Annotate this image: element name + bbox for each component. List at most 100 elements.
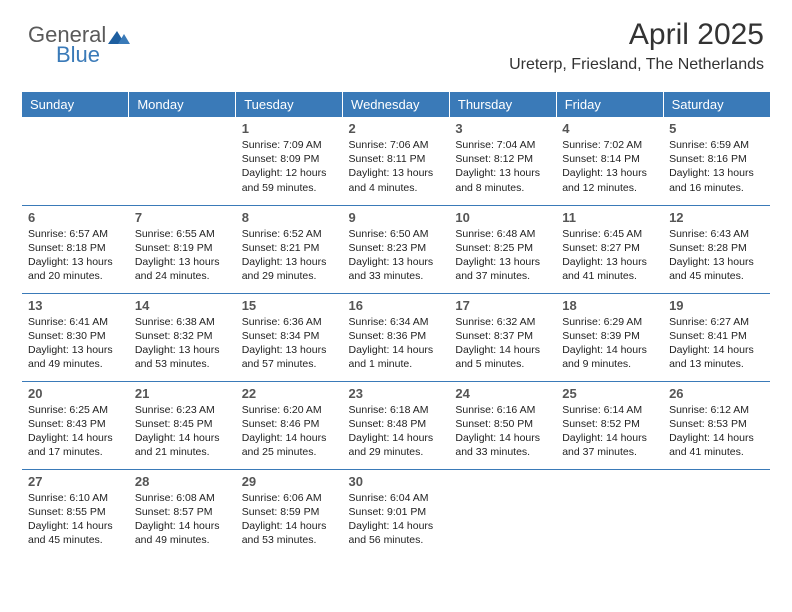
brand-text-blue: Blue	[56, 42, 130, 68]
day-cell-5: 5Sunrise: 6:59 AMSunset: 8:16 PMDaylight…	[663, 117, 770, 205]
day-cell-4: 4Sunrise: 7:02 AMSunset: 8:14 PMDaylight…	[556, 117, 663, 205]
location-text: Ureterp, Friesland, The Netherlands	[509, 56, 764, 74]
day-number: 29	[242, 474, 337, 489]
day-number: 13	[28, 298, 123, 313]
day-cell-1: 1 Sunrise: 7:09 AMSunset: 8:09 PMDaylight…	[236, 117, 343, 205]
day-cell-15: 15 Sunrise: 6:36 AMSunset: 8:34 PMDayligh…	[236, 293, 343, 381]
day-info: Sunrise: 6:45 AMSunset: 8:27 PMDaylight:…	[562, 227, 657, 284]
day-cell-20: 20Sunrise: 6:25 AMSunset: 8:43 PMDayligh…	[22, 381, 129, 469]
month-title: April 2025	[509, 18, 764, 52]
day-info: Sunrise: 6:34 AMSunset: 8:36 PMDaylight:…	[349, 315, 444, 372]
day-number: 12	[669, 210, 764, 225]
brand-logo: GeneralBlue	[28, 22, 130, 68]
day-info: Sunrise: 6:38 AMSunset: 8:32 PMDaylight:…	[135, 315, 230, 372]
day-info: Sunrise: 7:06 AMSunset: 8:11 PMDaylight:…	[349, 138, 444, 195]
day-info: Sunrise: 6:59 AMSunset: 8:16 PMDaylight:…	[669, 138, 764, 195]
week-row: 1 Sunrise: 7:09 AMSunset: 8:09 PMDaylight…	[22, 117, 770, 205]
day-header-monday: Monday	[129, 92, 236, 117]
day-info: Sunrise: 6:52 AMSunset: 8:21 PMDaylight:…	[242, 227, 337, 284]
day-number: 9	[349, 210, 444, 225]
day-number: 15	[242, 298, 337, 313]
day-header-wednesday: Wednesday	[343, 92, 450, 117]
empty-cell	[129, 117, 236, 205]
day-info: Sunrise: 6:16 AMSunset: 8:50 PMDaylight:…	[455, 403, 550, 460]
calendar-body: 1 Sunrise: 7:09 AMSunset: 8:09 PMDaylight…	[22, 117, 770, 557]
day-cell-9: 9Sunrise: 6:50 AMSunset: 8:23 PMDaylight…	[343, 205, 450, 293]
day-number: 3	[455, 121, 550, 136]
day-header-tuesday: Tuesday	[236, 92, 343, 117]
day-number: 16	[349, 298, 444, 313]
day-cell-6: 6Sunrise: 6:57 AMSunset: 8:18 PMDaylight…	[22, 205, 129, 293]
day-cell-14: 14 Sunrise: 6:38 AMSunset: 8:32 PMDayligh…	[129, 293, 236, 381]
day-number: 28	[135, 474, 230, 489]
day-number: 30	[349, 474, 444, 489]
day-number: 17	[455, 298, 550, 313]
day-info: Sunrise: 6:32 AMSunset: 8:37 PMDaylight:…	[455, 315, 550, 372]
day-cell-29: 29 Sunrise: 6:06 AMSunset: 8:59 PMDayligh…	[236, 469, 343, 557]
day-number: 10	[455, 210, 550, 225]
day-number: 21	[135, 386, 230, 401]
day-info: Sunrise: 6:43 AMSunset: 8:28 PMDaylight:…	[669, 227, 764, 284]
day-header-saturday: Saturday	[663, 92, 770, 117]
day-cell-28: 28 Sunrise: 6:08 AMSunset: 8:57 PMDayligh…	[129, 469, 236, 557]
day-info: Sunrise: 6:08 AMSunset: 8:57 PMDaylight:…	[135, 491, 230, 548]
day-number: 20	[28, 386, 123, 401]
week-row: 6Sunrise: 6:57 AMSunset: 8:18 PMDaylight…	[22, 205, 770, 293]
day-cell-19: 19 Sunrise: 6:27 AMSunset: 8:41 PMDayligh…	[663, 293, 770, 381]
day-header-thursday: Thursday	[449, 92, 556, 117]
day-info: Sunrise: 6:14 AMSunset: 8:52 PMDaylight:…	[562, 403, 657, 460]
day-number: 22	[242, 386, 337, 401]
day-number: 8	[242, 210, 337, 225]
day-number: 19	[669, 298, 764, 313]
day-number: 1	[242, 121, 337, 136]
empty-cell	[556, 469, 663, 557]
day-info: Sunrise: 6:29 AMSunset: 8:39 PMDaylight:…	[562, 315, 657, 372]
day-header-sunday: Sunday	[22, 92, 129, 117]
day-info: Sunrise: 6:55 AMSunset: 8:19 PMDaylight:…	[135, 227, 230, 284]
day-number: 2	[349, 121, 444, 136]
empty-cell	[22, 117, 129, 205]
day-info: Sunrise: 6:18 AMSunset: 8:48 PMDaylight:…	[349, 403, 444, 460]
day-info: Sunrise: 7:09 AMSunset: 8:09 PMDaylight:…	[242, 138, 337, 195]
day-cell-30: 30 Sunrise: 6:04 AMSunset: 9:01 PMDayligh…	[343, 469, 450, 557]
day-number: 27	[28, 474, 123, 489]
header: GeneralBlue April 2025 Ureterp, Frieslan…	[0, 0, 792, 82]
day-cell-26: 26 Sunrise: 6:12 AMSunset: 8:53 PMDayligh…	[663, 381, 770, 469]
day-info: Sunrise: 6:57 AMSunset: 8:18 PMDaylight:…	[28, 227, 123, 284]
day-info: Sunrise: 6:06 AMSunset: 8:59 PMDaylight:…	[242, 491, 337, 548]
day-info: Sunrise: 6:12 AMSunset: 8:53 PMDaylight:…	[669, 403, 764, 460]
day-number: 7	[135, 210, 230, 225]
day-cell-23: 23Sunrise: 6:18 AMSunset: 8:48 PMDayligh…	[343, 381, 450, 469]
day-number: 25	[562, 386, 657, 401]
day-cell-18: 18Sunrise: 6:29 AMSunset: 8:39 PMDayligh…	[556, 293, 663, 381]
day-info: Sunrise: 7:04 AMSunset: 8:12 PMDaylight:…	[455, 138, 550, 195]
title-block: April 2025 Ureterp, Friesland, The Nethe…	[509, 18, 764, 74]
day-cell-16: 16 Sunrise: 6:34 AMSunset: 8:36 PMDayligh…	[343, 293, 450, 381]
day-info: Sunrise: 6:23 AMSunset: 8:45 PMDaylight:…	[135, 403, 230, 460]
day-cell-11: 11 Sunrise: 6:45 AMSunset: 8:27 PMDayligh…	[556, 205, 663, 293]
day-number: 14	[135, 298, 230, 313]
day-cell-10: 10 Sunrise: 6:48 AMSunset: 8:25 PMDayligh…	[449, 205, 556, 293]
week-row: 13 Sunrise: 6:41 AMSunset: 8:30 PMDayligh…	[22, 293, 770, 381]
day-cell-8: 8 Sunrise: 6:52 AMSunset: 8:21 PMDaylight…	[236, 205, 343, 293]
day-cell-22: 22 Sunrise: 6:20 AMSunset: 8:46 PMDayligh…	[236, 381, 343, 469]
day-cell-17: 17 Sunrise: 6:32 AMSunset: 8:37 PMDayligh…	[449, 293, 556, 381]
empty-cell	[449, 469, 556, 557]
day-cell-2: 2 Sunrise: 7:06 AMSunset: 8:11 PMDaylight…	[343, 117, 450, 205]
day-info: Sunrise: 6:20 AMSunset: 8:46 PMDaylight:…	[242, 403, 337, 460]
day-cell-25: 25 Sunrise: 6:14 AMSunset: 8:52 PMDayligh…	[556, 381, 663, 469]
day-info: Sunrise: 6:04 AMSunset: 9:01 PMDaylight:…	[349, 491, 444, 548]
day-info: Sunrise: 6:36 AMSunset: 8:34 PMDaylight:…	[242, 315, 337, 372]
day-number: 26	[669, 386, 764, 401]
empty-cell	[663, 469, 770, 557]
day-info: Sunrise: 6:41 AMSunset: 8:30 PMDaylight:…	[28, 315, 123, 372]
week-row: 20Sunrise: 6:25 AMSunset: 8:43 PMDayligh…	[22, 381, 770, 469]
day-header-friday: Friday	[556, 92, 663, 117]
day-info: Sunrise: 6:10 AMSunset: 8:55 PMDaylight:…	[28, 491, 123, 548]
day-info: Sunrise: 6:27 AMSunset: 8:41 PMDaylight:…	[669, 315, 764, 372]
day-cell-13: 13 Sunrise: 6:41 AMSunset: 8:30 PMDayligh…	[22, 293, 129, 381]
day-number: 4	[562, 121, 657, 136]
day-number: 11	[562, 210, 657, 225]
day-info: Sunrise: 6:48 AMSunset: 8:25 PMDaylight:…	[455, 227, 550, 284]
day-cell-7: 7 Sunrise: 6:55 AMSunset: 8:19 PMDaylight…	[129, 205, 236, 293]
